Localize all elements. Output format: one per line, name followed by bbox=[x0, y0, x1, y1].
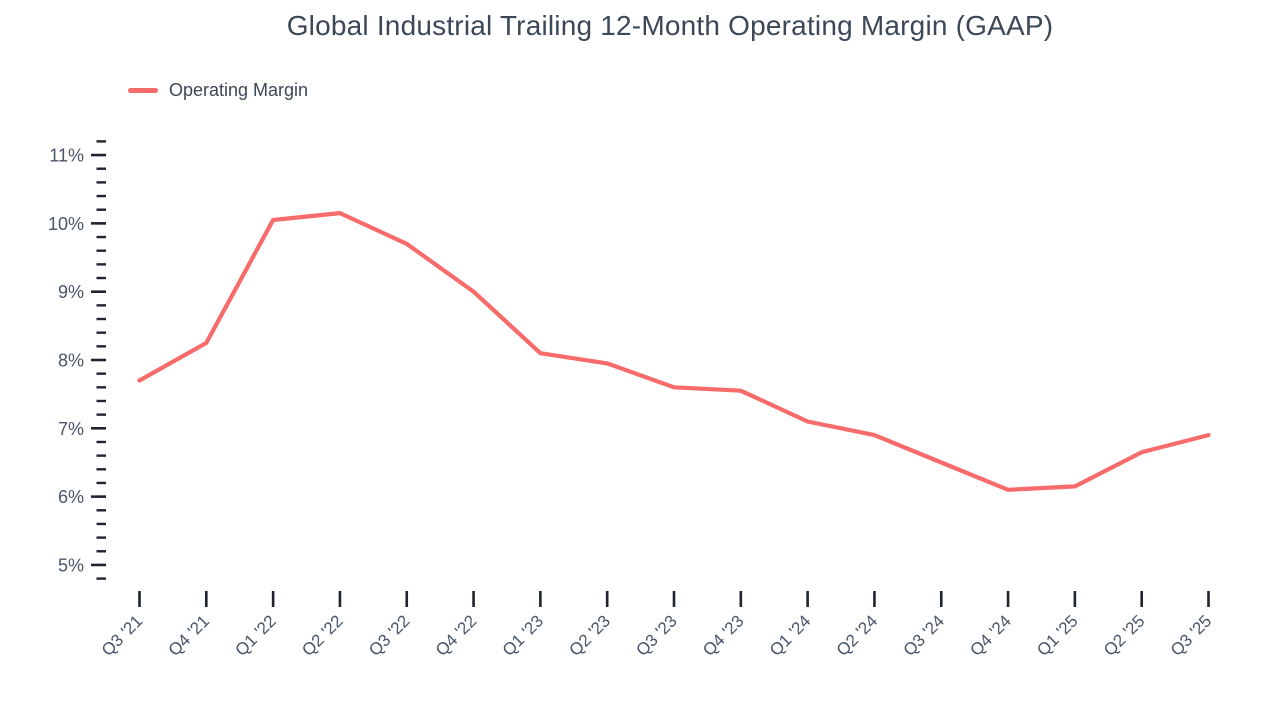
series-line-operating-margin[interactable] bbox=[137, 211, 1211, 492]
x-axis-tick-label: Q2 '23 bbox=[566, 611, 614, 659]
x-axis-tick-label: Q2 '25 bbox=[1100, 611, 1148, 659]
x-axis-tick-label: Q3 '21 bbox=[98, 611, 146, 659]
legend-item-operating-margin[interactable]: Operating Margin bbox=[128, 80, 308, 101]
x-axis-tick-label: Q3 '22 bbox=[365, 611, 413, 659]
y-axis-tick-label: 6% bbox=[58, 487, 84, 507]
y-axis-tick-label: 8% bbox=[58, 351, 84, 371]
x-axis-tick-label: Q1 '22 bbox=[231, 611, 279, 659]
chart-title: Global Industrial Trailing 12-Month Oper… bbox=[286, 10, 1054, 41]
x-axis-tick-label: Q2 '24 bbox=[833, 611, 881, 659]
y-axis-tick-label: 11% bbox=[49, 146, 84, 166]
x-axis-tick-label: Q1 '23 bbox=[499, 611, 547, 659]
x-axis-tick-label: Q3 '24 bbox=[900, 611, 948, 659]
x-axis-tick-label: Q3 '25 bbox=[1167, 611, 1215, 659]
y-axis-tick-label: 5% bbox=[58, 555, 84, 575]
y-axis-tick-label: 7% bbox=[58, 419, 84, 439]
legend-line-swatch bbox=[128, 88, 158, 93]
y-axis-tick-label: 10% bbox=[48, 214, 84, 234]
x-axis-tick-label: Q4 '22 bbox=[432, 611, 480, 659]
x-axis-tick-label: Q4 '21 bbox=[165, 611, 213, 659]
x-axis-tick-label: Q4 '23 bbox=[699, 611, 747, 659]
y-axis-tick-label: 9% bbox=[58, 282, 84, 302]
x-axis-tick-label: Q1 '25 bbox=[1033, 611, 1081, 659]
x-axis-tick-label: Q4 '24 bbox=[966, 611, 1014, 659]
x-axis-tick-label: Q3 '23 bbox=[632, 611, 680, 659]
legend-label: Operating Margin bbox=[169, 80, 309, 100]
x-axis-tick-label: Q2 '22 bbox=[298, 611, 346, 659]
x-axis-tick-label: Q1 '24 bbox=[766, 611, 814, 659]
